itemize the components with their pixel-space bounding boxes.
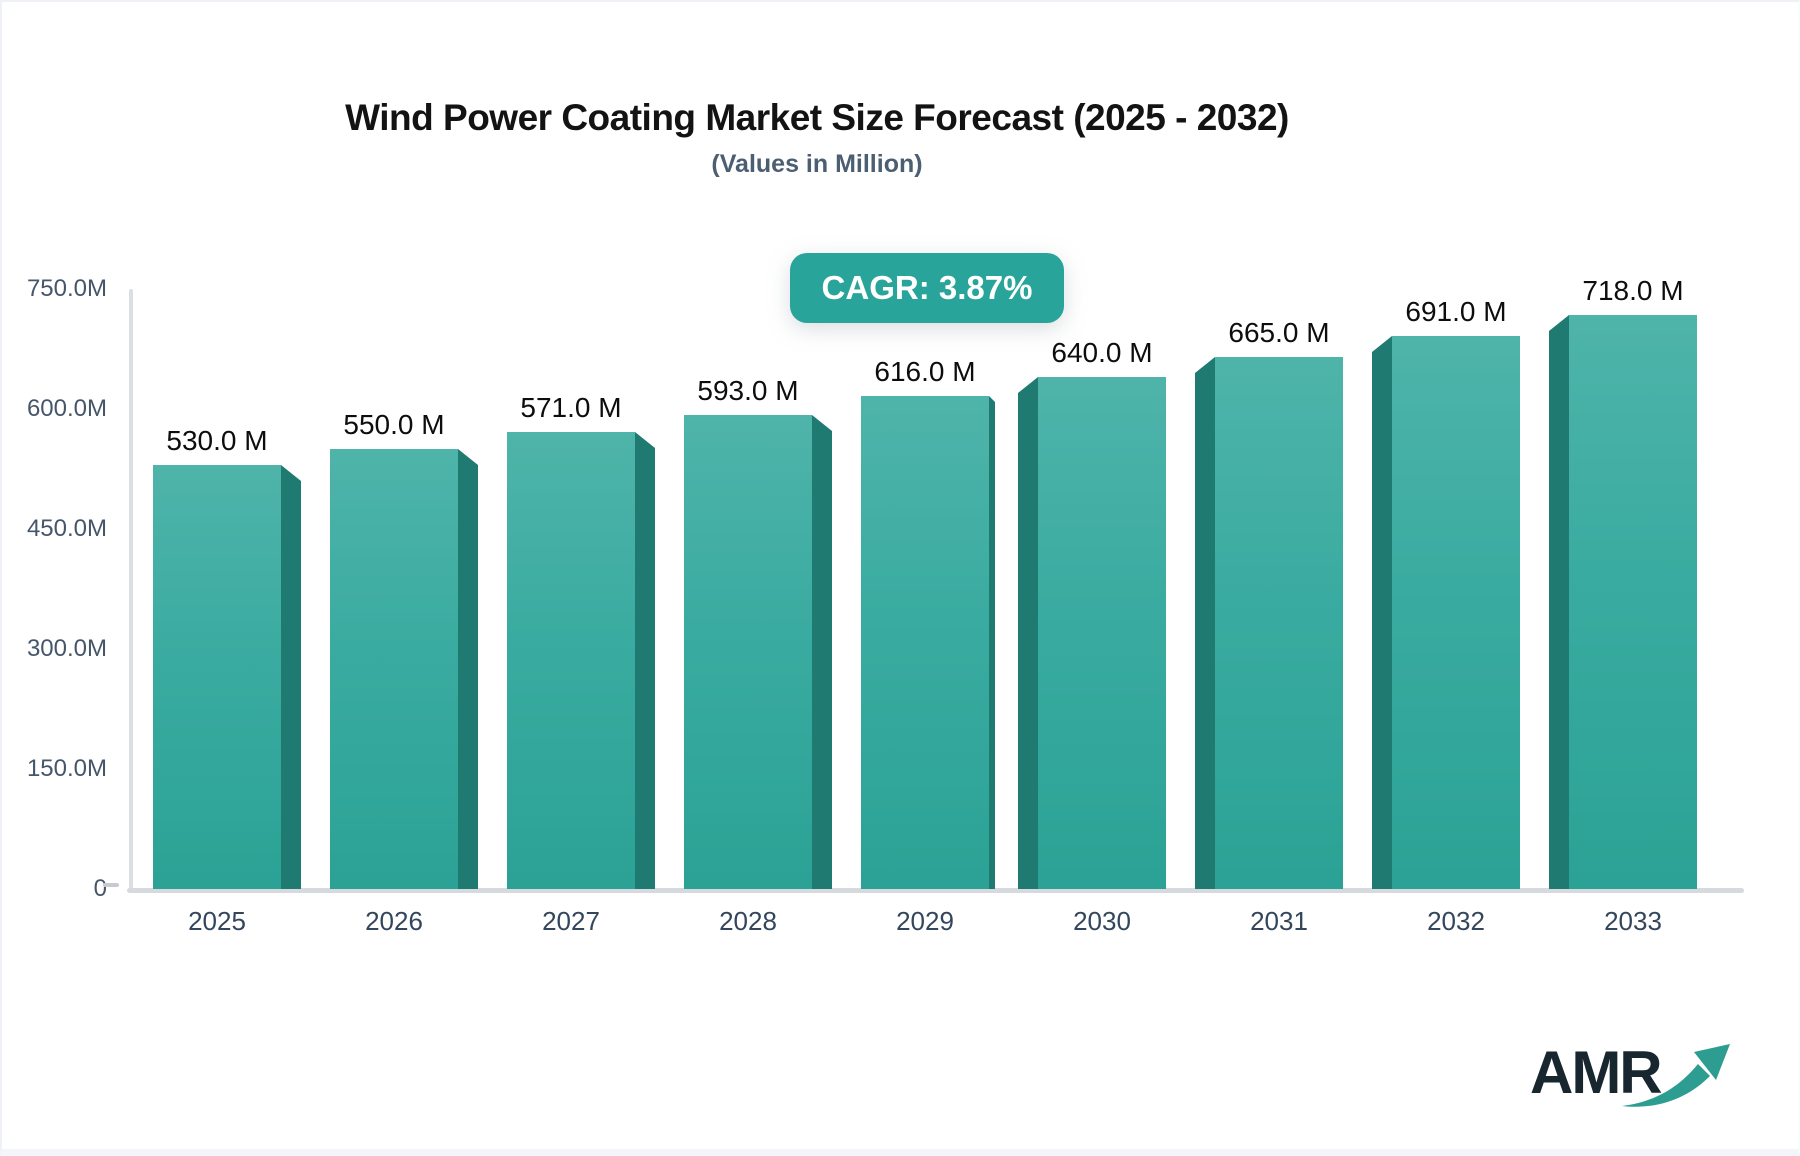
bar-value-2026: 550.0 M [343, 409, 445, 440]
bar-value-2025: 530.0 M [166, 425, 268, 456]
bar-value-2033: 718.0 M [1582, 275, 1684, 306]
bar-side-2031 [1195, 357, 1215, 889]
bar-2033[interactable] [1569, 315, 1697, 889]
bar-side-2029 [989, 396, 995, 889]
bar-2030[interactable] [1038, 377, 1166, 889]
plot-area: 750.0M 600.0M 450.0M 300.0M 150.0M 0 530.0 M 20… [2, 275, 1800, 936]
bar-2028[interactable] [684, 415, 812, 889]
bar-side-2032 [1372, 336, 1392, 889]
x-tick-2027: 2027 [542, 906, 600, 936]
amr-logo: AMR [1530, 1038, 1760, 1124]
bar-value-2030: 640.0 M [1051, 337, 1153, 368]
x-tick-2029: 2029 [896, 906, 954, 936]
bar-value-2027: 571.0 M [520, 392, 622, 423]
cagr-badge: CAGR: 3.87% [790, 253, 1064, 323]
y-tick-150: 150.0M [26, 755, 107, 782]
cagr-badge-label: CAGR: 3.87% [821, 269, 1033, 306]
bar-2027[interactable] [507, 432, 635, 889]
x-axis-line [127, 888, 1744, 893]
bar-value-2028: 593.0 M [697, 375, 799, 406]
y-tick-0: 0 [93, 875, 107, 902]
bar-side-2025 [281, 465, 301, 889]
bar-side-2030 [1018, 377, 1038, 889]
bar-2025[interactable] [153, 465, 281, 889]
bar-2026[interactable] [330, 449, 458, 889]
bar-2032[interactable] [1392, 336, 1520, 889]
y-tick-300: 300.0M [26, 635, 107, 662]
bar-value-2029: 616.0 M [874, 356, 976, 387]
x-tick-2031: 2031 [1250, 906, 1308, 936]
zero-tick-mark [103, 883, 119, 887]
bar-2029[interactable] [861, 396, 989, 889]
y-tick-450: 450.0M [26, 515, 107, 542]
amr-logo-text: AMR [1530, 1039, 1663, 1106]
x-tick-2032: 2032 [1427, 906, 1485, 936]
y-tick-750: 750.0M [26, 275, 107, 302]
bar-2031[interactable] [1215, 357, 1343, 889]
x-tick-2030: 2030 [1073, 906, 1131, 936]
x-tick-2033: 2033 [1604, 906, 1662, 936]
bar-side-2027 [635, 432, 655, 889]
x-tick-2028: 2028 [719, 906, 777, 936]
x-tick-2026: 2026 [365, 906, 423, 936]
bar-side-2026 [458, 449, 478, 889]
bar-value-2031: 665.0 M [1228, 317, 1330, 348]
bar-side-2028 [812, 415, 832, 889]
growth-arrow-icon [1622, 1044, 1730, 1107]
x-tick-2025: 2025 [188, 906, 246, 936]
bar-value-2032: 691.0 M [1405, 296, 1507, 327]
y-tick-600: 600.0M [26, 395, 107, 422]
y-axis-line [129, 289, 133, 890]
chart-title: Wind Power Coating Market Size Forecast … [345, 97, 1289, 138]
bar-side-2033 [1549, 315, 1569, 889]
chart-subtitle: (Values in Million) [711, 150, 923, 178]
